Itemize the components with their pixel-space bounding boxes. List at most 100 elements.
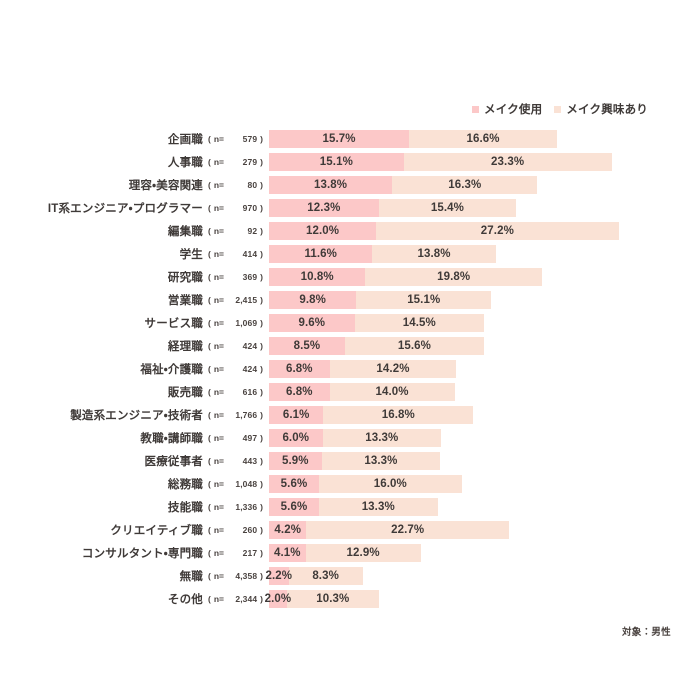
sample-size-value: 217 xyxy=(242,548,258,558)
bar-value-label: 13.8% xyxy=(417,248,451,260)
paren-open: ( xyxy=(208,433,211,443)
paren-open: ( xyxy=(208,594,211,604)
row-label-block: 販売職 (n= 616) xyxy=(0,383,263,401)
sample-size-value: 369 xyxy=(242,272,258,282)
bar-segment-interest: 14.5% xyxy=(354,314,484,332)
sample-size-block: (n= 414) xyxy=(203,249,263,259)
n-equals: n= xyxy=(213,226,224,236)
category-label: 福祉・介護職 xyxy=(140,364,203,376)
bar-segment-interest: 27.2% xyxy=(376,222,619,240)
category-label: 人事職 xyxy=(167,157,203,169)
chart-row: 企画職 (n= 579) 15.7% 16.6% xyxy=(0,130,700,153)
bar-value-label: 12.3% xyxy=(307,202,341,214)
bar-value-label: 12.9% xyxy=(346,547,380,559)
row-label-block: 企画職 (n= 579) xyxy=(0,130,263,148)
n-equals: n= xyxy=(213,594,224,604)
row-label-block: その他 (n= 2,344) xyxy=(0,590,263,608)
bar-segment-used: 13.8% xyxy=(269,176,393,194)
chart-row: 学生 (n= 414) 11.6% 13.8% xyxy=(0,245,700,268)
paren-open: ( xyxy=(208,180,211,190)
paren-open: ( xyxy=(208,571,211,581)
bar-value-label: 6.0% xyxy=(282,432,310,444)
sample-size-block: (n= 279) xyxy=(203,157,263,167)
bar-segment-used: 5.6% xyxy=(269,475,319,493)
category-label: 研究職 xyxy=(167,272,203,284)
row-label-block: 研究職 (n= 369) xyxy=(0,268,263,286)
sample-size-value: 260 xyxy=(242,525,258,535)
bar-value-label: 5.9% xyxy=(282,455,309,467)
bar-value-label: 22.7% xyxy=(391,524,425,536)
paren-open: ( xyxy=(208,226,211,236)
sample-size-value: 497 xyxy=(242,433,258,443)
stacked-bar: 8.5% 15.6% xyxy=(269,337,484,355)
stacked-bar: 6.1% 16.8% xyxy=(269,406,474,424)
sample-size-block: (n= 1,048) xyxy=(203,479,263,489)
stacked-bar: 5.6% 16.0% xyxy=(269,475,462,493)
bar-segment-used: 6.8% xyxy=(269,360,330,378)
category-label: サービス職 xyxy=(144,318,203,330)
paren-close: ) xyxy=(260,318,263,328)
sample-size-block: (n= 80) xyxy=(203,180,263,190)
bar-segment-used: 4.2% xyxy=(269,521,307,539)
row-label-block: 理容・美容関連 (n= 80) xyxy=(0,176,263,194)
stacked-bar: 15.7% 16.6% xyxy=(269,130,558,148)
paren-open: ( xyxy=(208,203,211,213)
paren-close: ) xyxy=(260,594,263,604)
bar-value-label: 10.3% xyxy=(316,593,350,605)
chart-row: 理容・美容関連 (n= 80) 13.8% 16.3% xyxy=(0,176,700,199)
sample-size-block: (n= 369) xyxy=(203,272,263,282)
bar-segment-interest: 13.8% xyxy=(372,245,496,263)
category-label: 技能職 xyxy=(167,502,203,514)
category-label: その他 xyxy=(167,594,203,606)
bar-value-label: 6.1% xyxy=(282,409,310,421)
bar-segment-interest: 14.0% xyxy=(329,383,455,401)
sample-size-value: 424 xyxy=(242,341,258,351)
bar-value-label: 16.0% xyxy=(373,478,407,490)
paren-close: ) xyxy=(260,548,263,558)
paren-open: ( xyxy=(208,341,211,351)
bar-segment-used: 5.6% xyxy=(269,498,319,516)
bar-value-label: 16.8% xyxy=(381,409,415,421)
n-equals: n= xyxy=(213,433,224,443)
stacked-bar: 2.0% 10.3% xyxy=(265,590,379,608)
sample-size-block: (n= 497) xyxy=(203,433,263,443)
bar-value-label: 11.6% xyxy=(304,248,337,260)
n-equals: n= xyxy=(213,525,224,535)
stacked-bar: 12.3% 15.4% xyxy=(269,199,517,217)
sample-size-block: (n= 92) xyxy=(203,226,263,236)
category-label: 製造系エンジニア・技術者 xyxy=(70,410,203,422)
category-label: 企画職 xyxy=(167,134,203,146)
bar-value-label: 2.0% xyxy=(264,593,292,605)
category-label: 販売職 xyxy=(167,387,203,399)
bar-value-label: 13.3% xyxy=(365,432,399,444)
bar-value-label: 8.5% xyxy=(293,340,321,352)
sample-size-block: (n= 424) xyxy=(203,341,263,351)
sample-size-value: 970 xyxy=(242,203,258,213)
bar-segment-interest: 13.3% xyxy=(321,452,441,470)
bar-value-label: 13.8% xyxy=(313,179,348,191)
stacked-bar: 6.8% 14.2% xyxy=(269,360,457,378)
paren-close: ) xyxy=(260,180,263,190)
chart-row: その他 (n= 2,344) 2.0% 10.3% xyxy=(0,590,700,613)
bar-segment-used: 11.6% xyxy=(269,245,373,263)
chart-row: 教職・講師職 (n= 497) 6.0% 13.3% xyxy=(0,429,700,452)
sample-size-value: 1,048 xyxy=(235,479,258,489)
bar-segment-used: 6.0% xyxy=(269,429,323,447)
chart-row: 福祉・介護職 (n= 424) 6.8% 14.2% xyxy=(0,360,700,383)
sample-size-value: 2,344 xyxy=(235,594,258,604)
legend-label-used: メイク使用 xyxy=(484,104,543,116)
stacked-bar: 5.6% 13.3% xyxy=(269,498,438,516)
chart-row: 医療従事者 (n= 443) 5.9% 13.3% xyxy=(0,452,700,475)
paren-close: ) xyxy=(260,502,263,512)
paren-close: ) xyxy=(260,364,263,374)
paren-open: ( xyxy=(208,548,211,558)
footer-note: 対象：男性 xyxy=(621,627,671,638)
sample-size-value: 1,069 xyxy=(235,318,258,328)
n-equals: n= xyxy=(213,387,224,397)
bar-value-label: 14.0% xyxy=(375,386,409,398)
sample-size-value: 4,358 xyxy=(235,571,258,581)
n-equals: n= xyxy=(213,157,224,167)
paren-open: ( xyxy=(208,502,211,512)
category-label: 経理職 xyxy=(167,341,203,353)
sample-size-value: 279 xyxy=(242,157,258,167)
